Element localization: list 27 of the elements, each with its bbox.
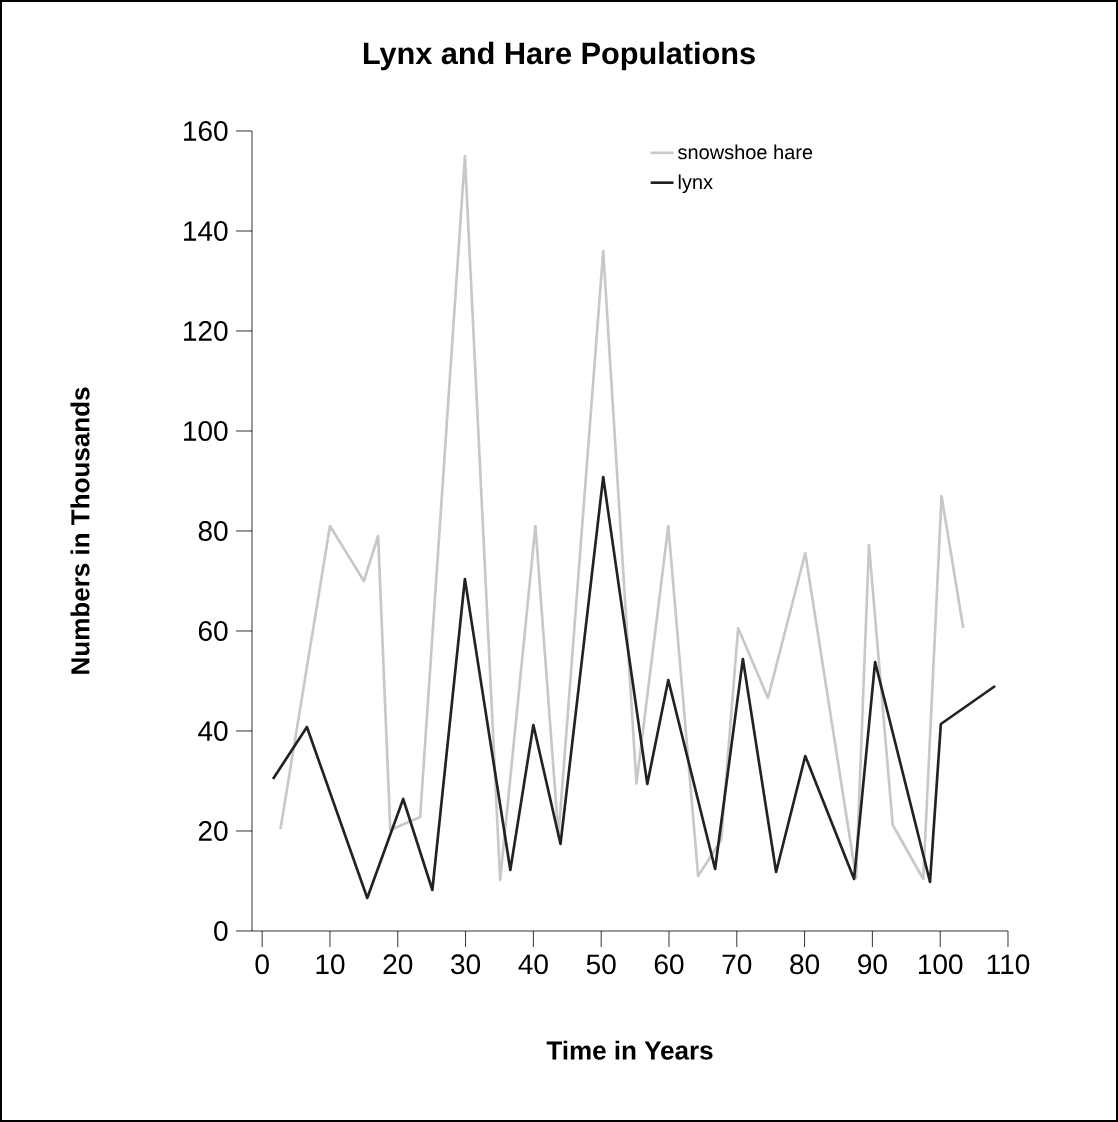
y-tick-label: 60 — [198, 621, 228, 641]
y-tick-label: 140 — [184, 221, 228, 241]
legend-label: snowshoe hare — [678, 144, 813, 160]
chart-title: Lynx and Hare Populations — [363, 41, 755, 71]
x-tick-label: 100 — [918, 954, 963, 975]
x-tick-label: 110 — [987, 954, 1030, 975]
x-tick-label: 70 — [722, 954, 752, 975]
x-tick-label: 60 — [654, 954, 684, 975]
x-tick-label: 80 — [790, 954, 820, 975]
x-tick-label: 10 — [316, 954, 345, 975]
x-axis-title: Time in Years — [546, 1040, 713, 1060]
y-tick-label: 160 — [184, 121, 228, 141]
y-tick-label: 0 — [214, 921, 228, 941]
x-tick-label: 40 — [518, 954, 548, 975]
y-axis-title: Numbers in Thousands — [70, 387, 90, 674]
x-tick-label: 0 — [255, 954, 269, 975]
x-tick-label: 50 — [586, 954, 616, 975]
y-tick-label: 120 — [184, 321, 228, 341]
legend-label: lynx — [678, 174, 713, 194]
x-tick-label: 90 — [858, 954, 887, 975]
y-tick-label: 20 — [198, 821, 228, 841]
x-tick-label: 30 — [451, 954, 481, 975]
y-tick-label: 40 — [198, 721, 228, 741]
y-tick-label: 80 — [198, 521, 228, 541]
x-tick-label: 20 — [383, 954, 413, 975]
line-series — [271, 475, 997, 900]
y-tick-label: 100 — [184, 421, 228, 441]
